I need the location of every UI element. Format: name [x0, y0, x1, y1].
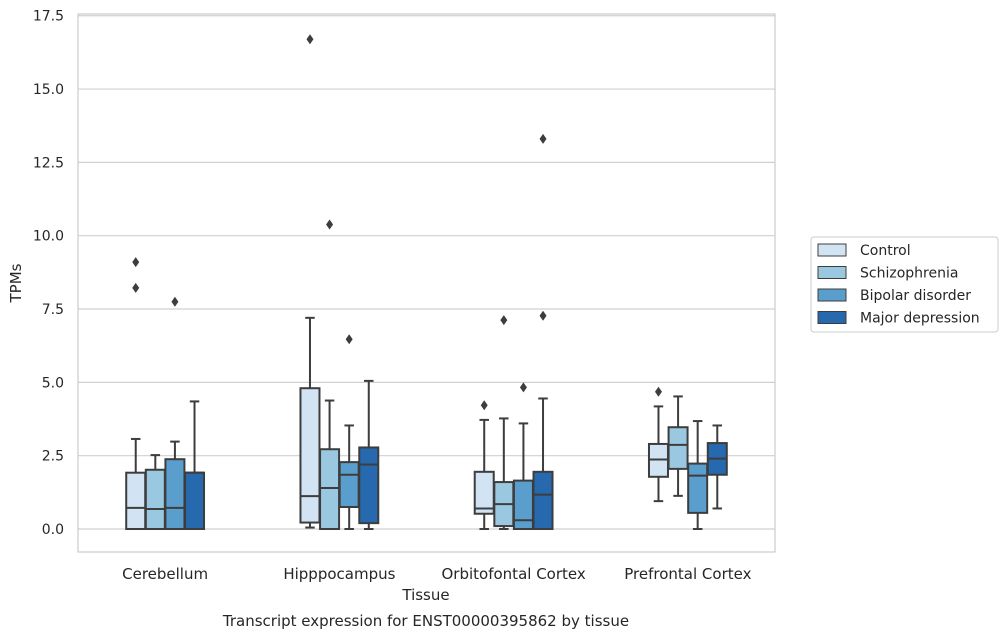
iqr-box [299, 387, 321, 524]
box-schizophrenia [144, 454, 166, 530]
box-schizophrenia [493, 315, 515, 530]
box-bipolar-disorder [687, 420, 709, 530]
y-axis-ticks: 0.0 2.5 5.0 7.5 10.0 12.5 15.0 17.5 [33, 9, 64, 538]
outlier-point [132, 282, 140, 293]
y-tick-label: 0.0 [42, 522, 64, 538]
box-schizophrenia [319, 219, 341, 531]
x-axis-ticks: Cerebellum Hipppocampus Orbitofontal Corte… [122, 565, 751, 583]
outlier-point [171, 296, 179, 307]
outlier-point [132, 257, 140, 268]
iqr-box [532, 470, 554, 530]
x-tick-label: Hipppocampus [283, 565, 395, 583]
outlier-point [539, 310, 547, 321]
iqr-box [338, 461, 360, 509]
y-tick-label: 15.0 [33, 82, 64, 98]
legend-label: Control [860, 243, 911, 259]
y-tick-label: 10.0 [33, 229, 64, 245]
legend-swatch [817, 243, 847, 257]
legend: Control Schizophrenia Bipolar disorder Majo… [810, 236, 999, 333]
outlier-point [539, 133, 547, 144]
box-schizophrenia [667, 395, 689, 497]
box-control [473, 400, 495, 530]
box-major-depression [706, 424, 728, 510]
box-bipolar-disorder [512, 382, 534, 530]
outlier-point [345, 334, 353, 345]
y-axis-label: TPMs [7, 263, 25, 303]
legend-swatch [817, 266, 847, 279]
box-major-depression [358, 379, 380, 530]
x-tick-label: Prefrontal Cortex [624, 565, 751, 583]
box-bipolar-disorder [338, 334, 360, 530]
x-tick-label: Orbitofontal Cortex [442, 565, 586, 583]
iqr-box [358, 446, 380, 525]
outlier-point [654, 386, 662, 397]
iqr-box [125, 471, 147, 530]
iqr-box [184, 471, 206, 530]
x-tick-label: Cerebellum [122, 565, 208, 583]
legend-swatch [817, 288, 847, 302]
iqr-box [512, 479, 534, 530]
outlier-point [519, 382, 527, 393]
iqr-box [144, 468, 166, 530]
box-control [299, 34, 321, 529]
box-control [647, 386, 669, 503]
legend-swatch [817, 311, 847, 324]
chart-title: Transcript expression for ENST0000039586… [222, 612, 629, 630]
iqr-box [667, 426, 689, 470]
y-tick-label: 17.5 [33, 9, 64, 25]
legend-label: Schizophrenia [860, 266, 958, 282]
outlier-point [480, 400, 488, 411]
legend-label: Bipolar disorder [860, 288, 971, 304]
x-axis-label: Tissue [401, 586, 449, 604]
y-tick-label: 2.5 [42, 449, 64, 465]
plot-area-boxes [125, 34, 728, 531]
iqr-box [687, 462, 709, 514]
outlier-point [500, 315, 508, 326]
y-tick-label: 7.5 [42, 302, 64, 318]
legend-label: Major depression [860, 311, 980, 327]
iqr-box [164, 458, 186, 531]
legend-frame [810, 236, 999, 333]
iqr-box [319, 448, 341, 531]
y-tick-label: 5.0 [42, 375, 64, 391]
outlier-point [306, 34, 314, 45]
box-major-depression [532, 133, 554, 530]
iqr-box [473, 470, 495, 515]
y-tick-label: 12.5 [33, 155, 64, 171]
box-control [125, 257, 147, 530]
outlier-point [326, 219, 334, 230]
box-bipolar-disorder [164, 296, 186, 531]
box-major-depression [184, 400, 206, 530]
plot-area-frame [77, 13, 776, 553]
